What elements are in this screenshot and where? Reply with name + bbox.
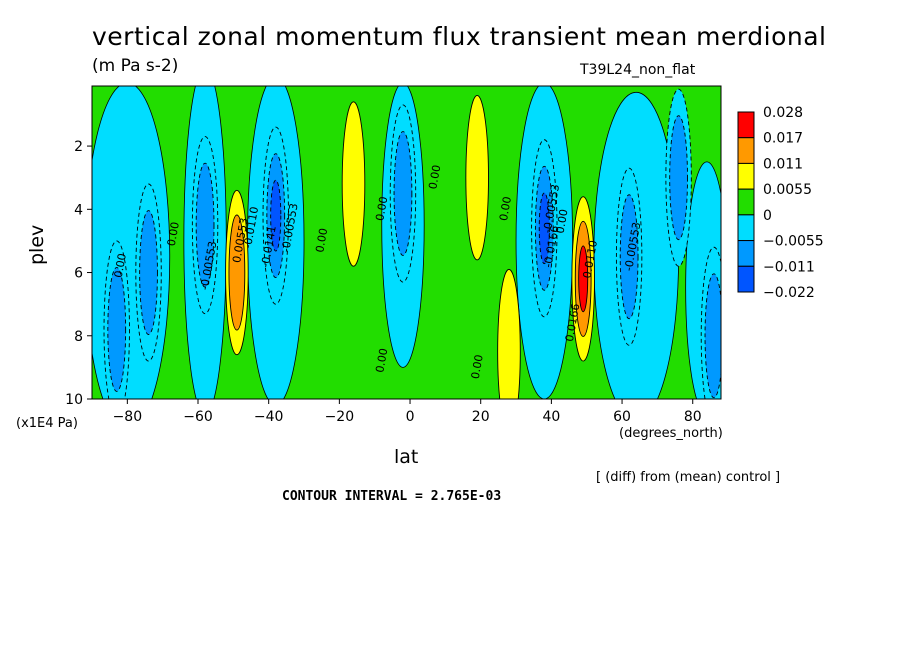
contour-feature-13-level-1 [704,273,721,399]
colorbar-label-7: −0.022 [763,285,815,301]
x-tick-label-2: −40 [254,409,284,425]
y-axis-unit: (x1E4 Pa) [16,416,78,431]
contour-feature-7-level-0 [465,95,489,261]
colorbar-swatch-0 [737,111,755,139]
contour-feature-12-level-1 [669,115,688,241]
x-tick-label-6: 40 [542,409,560,425]
contour-interval: CONTOUR INTERVAL = 2.765E-03 [282,489,502,504]
x-tick-label-1: −60 [183,409,213,425]
y-axis-label: plev [26,224,48,265]
plot-frame [91,85,722,400]
contour-label-10: 0.00 [426,164,443,190]
y-tick-label-1: 4 [74,202,83,218]
contour-label-12: 0.00 [497,196,514,222]
colorbar-swatch-3 [737,188,755,216]
x-axis-unit: (degrees_north) [619,426,723,441]
y-tick-label-0: 2 [74,139,83,155]
x-axis: −80 −60 −40 −20 0 20 40 60 80 [113,399,702,425]
colorbar: 0.028 0.017 0.011 0.0055 0 −0.0055 −0.011 −0.02… [737,105,824,301]
contour-feature-6-level-1 [393,131,413,256]
contour-feature-9-level-2 [538,192,550,265]
y-axis: 2 4 6 8 10 [65,139,92,408]
y-tick-label-4: 10 [65,392,83,408]
chart-units: (m Pa s-2) [92,56,179,76]
filled-contour-field [92,86,721,399]
contour-feature-4-level-2 [270,179,282,252]
contour-feature-0-level-1 [107,267,127,392]
colorbar-label-5: −0.0055 [763,234,824,250]
colorbar-swatch-5 [737,240,755,267]
contour-label-8: 0.00 [373,347,390,373]
run-label: T39L24_non_flat [580,62,696,78]
colorbar-label-4: 0 [763,208,772,224]
x-tick-label-4: 0 [406,409,415,425]
x-tick-label-0: −80 [113,409,143,425]
contour-label-1: 0.00 [165,221,182,247]
x-tick-label-5: 20 [472,409,490,425]
colorbar-label-3: 0.0055 [763,182,812,198]
contour-label-11: 0.00 [469,354,486,380]
colorbar-label-2: 0.011 [763,156,803,172]
contour-label-15: 0.00 [554,208,571,234]
contour-label-9: 0.00 [373,196,390,222]
y-tick-label-3: 8 [74,329,83,345]
chart-title: vertical zonal momentum flux transient m… [92,22,827,51]
colorbar-swatch-2 [737,162,755,190]
colorbar-swatch-6 [737,265,755,293]
y-tick-label-2: 6 [74,266,83,282]
contour-feature-11-level-1 [619,194,639,320]
contour-feature-1-level-1 [139,210,158,335]
x-tick-label-8: 80 [684,409,702,425]
contour-feature-5-level-0 [341,101,366,267]
x-tick-label-7: 60 [613,409,631,425]
contour-feature-8-level-0 [497,268,521,399]
colorbar-swatch-1 [737,137,755,164]
x-tick-label-3: −20 [325,409,355,425]
contour-label-0: 0.00 [112,252,129,278]
colorbar-label-6: −0.011 [763,259,815,275]
contour-feature-2-level-1 [195,162,215,288]
diff-note: [ (diff) from (mean) control ] [596,470,781,485]
contour-feature-3-level-1 [228,214,246,331]
colorbar-label-0: 0.028 [763,105,803,121]
x-axis-label: lat [394,446,419,468]
colorbar-swatch-4 [737,214,755,242]
contour-label-7: 0.00 [313,227,330,253]
contour-feature-10-level-2 [578,245,589,313]
colorbar-label-1: 0.017 [763,131,803,147]
